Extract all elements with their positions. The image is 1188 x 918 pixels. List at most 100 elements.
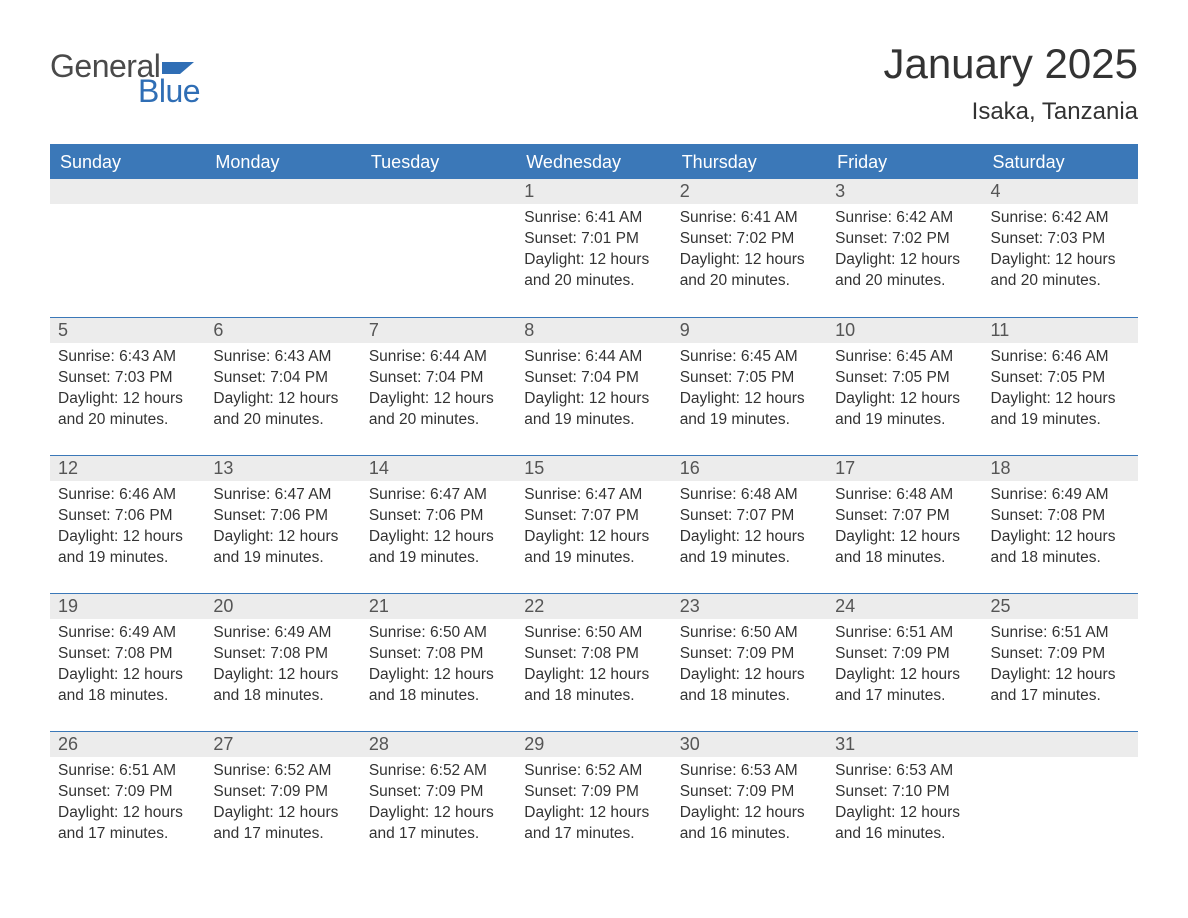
sunrise-line: Sunrise: 6:44 AM <box>524 347 663 368</box>
day-number: 8 <box>516 317 671 343</box>
daylight-line: Daylight: 12 hours and 17 minutes. <box>524 803 663 845</box>
month-title: January 2025 <box>883 40 1138 88</box>
calendar-header: SundayMondayTuesdayWednesdayThursdayFrid… <box>50 145 1138 179</box>
calendar-cell: 16Sunrise: 6:48 AMSunset: 7:07 PMDayligh… <box>672 455 827 593</box>
day-content: Sunrise: 6:46 AMSunset: 7:05 PMDaylight:… <box>983 343 1138 439</box>
daylight-line: Daylight: 12 hours and 17 minutes. <box>835 665 974 707</box>
day-content: Sunrise: 6:43 AMSunset: 7:04 PMDaylight:… <box>205 343 360 439</box>
calendar-cell: 14Sunrise: 6:47 AMSunset: 7:06 PMDayligh… <box>361 455 516 593</box>
weekday-header-row: SundayMondayTuesdayWednesdayThursdayFrid… <box>50 145 1138 179</box>
daylight-line: Daylight: 12 hours and 20 minutes. <box>835 250 974 292</box>
day-number: 10 <box>827 317 982 343</box>
sunset-line: Sunset: 7:09 PM <box>369 782 508 803</box>
weekday-header: Monday <box>205 145 360 179</box>
day-number: 31 <box>827 731 982 757</box>
day-number: 12 <box>50 455 205 481</box>
day-content: Sunrise: 6:45 AMSunset: 7:05 PMDaylight:… <box>827 343 982 439</box>
daylight-line: Daylight: 12 hours and 17 minutes. <box>369 803 508 845</box>
logo: General Blue <box>50 40 200 110</box>
day-content: Sunrise: 6:50 AMSunset: 7:08 PMDaylight:… <box>361 619 516 715</box>
calendar-cell: 28Sunrise: 6:52 AMSunset: 7:09 PMDayligh… <box>361 731 516 869</box>
sunset-line: Sunset: 7:09 PM <box>524 782 663 803</box>
day-number: 7 <box>361 317 516 343</box>
calendar-cell: 31Sunrise: 6:53 AMSunset: 7:10 PMDayligh… <box>827 731 982 869</box>
day-content: Sunrise: 6:44 AMSunset: 7:04 PMDaylight:… <box>361 343 516 439</box>
weekday-header: Thursday <box>672 145 827 179</box>
day-content: Sunrise: 6:50 AMSunset: 7:08 PMDaylight:… <box>516 619 671 715</box>
sunrise-line: Sunrise: 6:51 AM <box>991 623 1130 644</box>
day-content: Sunrise: 6:50 AMSunset: 7:09 PMDaylight:… <box>672 619 827 715</box>
sunset-line: Sunset: 7:06 PM <box>213 506 352 527</box>
calendar-cell: 13Sunrise: 6:47 AMSunset: 7:06 PMDayligh… <box>205 455 360 593</box>
daylight-line: Daylight: 12 hours and 20 minutes. <box>213 389 352 431</box>
calendar-cell: 9Sunrise: 6:45 AMSunset: 7:05 PMDaylight… <box>672 317 827 455</box>
daylight-line: Daylight: 12 hours and 20 minutes. <box>58 389 197 431</box>
sunset-line: Sunset: 7:04 PM <box>524 368 663 389</box>
day-number: 28 <box>361 731 516 757</box>
calendar-cell <box>983 731 1138 869</box>
sunrise-line: Sunrise: 6:47 AM <box>213 485 352 506</box>
day-number: 6 <box>205 317 360 343</box>
sunset-line: Sunset: 7:06 PM <box>369 506 508 527</box>
sunrise-line: Sunrise: 6:50 AM <box>680 623 819 644</box>
daylight-line: Daylight: 12 hours and 19 minutes. <box>991 389 1130 431</box>
sunset-line: Sunset: 7:09 PM <box>680 782 819 803</box>
day-number: 25 <box>983 593 1138 619</box>
calendar-table: SundayMondayTuesdayWednesdayThursdayFrid… <box>50 144 1138 869</box>
sunrise-line: Sunrise: 6:51 AM <box>835 623 974 644</box>
daylight-line: Daylight: 12 hours and 18 minutes. <box>680 665 819 707</box>
sunset-line: Sunset: 7:08 PM <box>213 644 352 665</box>
title-block: January 2025 Isaka, Tanzania <box>883 40 1138 126</box>
day-content: Sunrise: 6:48 AMSunset: 7:07 PMDaylight:… <box>827 481 982 577</box>
calendar-week-row: 1Sunrise: 6:41 AMSunset: 7:01 PMDaylight… <box>50 179 1138 317</box>
daylight-line: Daylight: 12 hours and 19 minutes. <box>58 527 197 569</box>
sunset-line: Sunset: 7:03 PM <box>991 229 1130 250</box>
sunrise-line: Sunrise: 6:42 AM <box>991 208 1130 229</box>
day-number: 3 <box>827 179 982 204</box>
weekday-header: Sunday <box>50 145 205 179</box>
sunset-line: Sunset: 7:09 PM <box>58 782 197 803</box>
weekday-header: Friday <box>827 145 982 179</box>
day-number: 22 <box>516 593 671 619</box>
sunrise-line: Sunrise: 6:50 AM <box>524 623 663 644</box>
sunrise-line: Sunrise: 6:45 AM <box>835 347 974 368</box>
day-number: 15 <box>516 455 671 481</box>
sunset-line: Sunset: 7:05 PM <box>680 368 819 389</box>
day-number-empty <box>50 179 205 204</box>
day-number: 14 <box>361 455 516 481</box>
daylight-line: Daylight: 12 hours and 19 minutes. <box>213 527 352 569</box>
daylight-line: Daylight: 12 hours and 20 minutes. <box>524 250 663 292</box>
daylight-line: Daylight: 12 hours and 19 minutes. <box>369 527 508 569</box>
day-number: 20 <box>205 593 360 619</box>
sunset-line: Sunset: 7:09 PM <box>213 782 352 803</box>
calendar-cell: 19Sunrise: 6:49 AMSunset: 7:08 PMDayligh… <box>50 593 205 731</box>
sunrise-line: Sunrise: 6:50 AM <box>369 623 508 644</box>
calendar-cell: 15Sunrise: 6:47 AMSunset: 7:07 PMDayligh… <box>516 455 671 593</box>
sunrise-line: Sunrise: 6:41 AM <box>680 208 819 229</box>
sunset-line: Sunset: 7:05 PM <box>835 368 974 389</box>
day-number: 17 <box>827 455 982 481</box>
sunset-line: Sunset: 7:04 PM <box>213 368 352 389</box>
sunrise-line: Sunrise: 6:46 AM <box>58 485 197 506</box>
calendar-cell: 18Sunrise: 6:49 AMSunset: 7:08 PMDayligh… <box>983 455 1138 593</box>
calendar-cell: 4Sunrise: 6:42 AMSunset: 7:03 PMDaylight… <box>983 179 1138 317</box>
sunrise-line: Sunrise: 6:47 AM <box>524 485 663 506</box>
day-number: 2 <box>672 179 827 204</box>
sunrise-line: Sunrise: 6:45 AM <box>680 347 819 368</box>
sunset-line: Sunset: 7:07 PM <box>524 506 663 527</box>
day-content: Sunrise: 6:49 AMSunset: 7:08 PMDaylight:… <box>205 619 360 715</box>
calendar-week-row: 5Sunrise: 6:43 AMSunset: 7:03 PMDaylight… <box>50 317 1138 455</box>
day-content: Sunrise: 6:47 AMSunset: 7:06 PMDaylight:… <box>361 481 516 577</box>
calendar-cell: 11Sunrise: 6:46 AMSunset: 7:05 PMDayligh… <box>983 317 1138 455</box>
day-number: 5 <box>50 317 205 343</box>
day-number: 1 <box>516 179 671 204</box>
day-content: Sunrise: 6:51 AMSunset: 7:09 PMDaylight:… <box>50 757 205 853</box>
day-content: Sunrise: 6:47 AMSunset: 7:06 PMDaylight:… <box>205 481 360 577</box>
daylight-line: Daylight: 12 hours and 16 minutes. <box>680 803 819 845</box>
day-content: Sunrise: 6:51 AMSunset: 7:09 PMDaylight:… <box>827 619 982 715</box>
day-content: Sunrise: 6:44 AMSunset: 7:04 PMDaylight:… <box>516 343 671 439</box>
weekday-header: Wednesday <box>516 145 671 179</box>
day-content: Sunrise: 6:41 AMSunset: 7:01 PMDaylight:… <box>516 204 671 300</box>
day-number: 23 <box>672 593 827 619</box>
calendar-cell: 8Sunrise: 6:44 AMSunset: 7:04 PMDaylight… <box>516 317 671 455</box>
